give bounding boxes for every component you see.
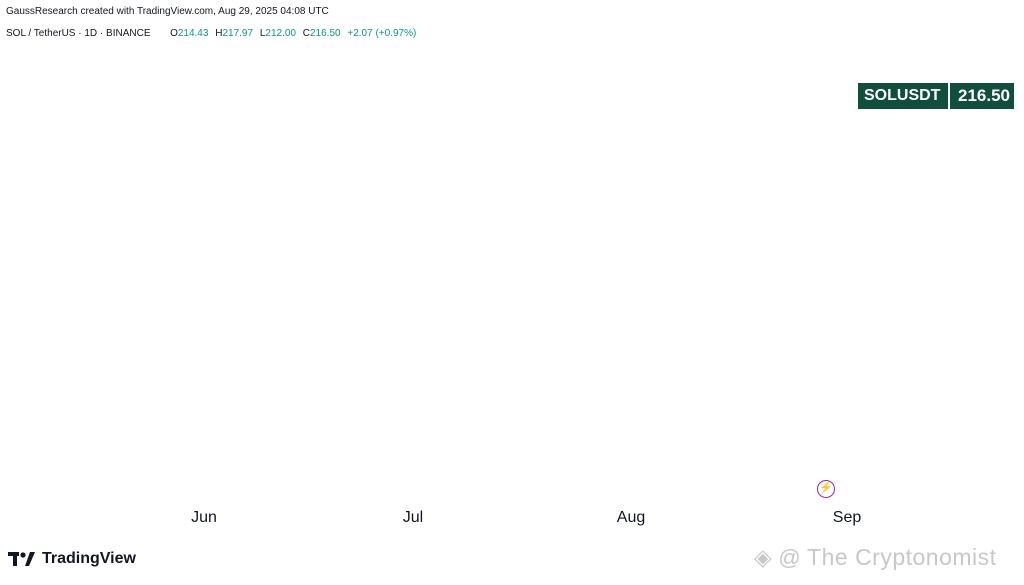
symbol-label[interactable]: SOL / TetherUS · 1D · BINANCE — [6, 28, 151, 39]
ohlc-open-key: O — [170, 28, 178, 39]
price-change: +2.07 (+0.97%) — [347, 28, 417, 39]
watermark: ◈ @ The Cryptonomist — [754, 544, 997, 571]
ohlc-open-value: 214.43 — [177, 28, 209, 39]
ohlc-low-key: L — [259, 28, 266, 39]
ohlc-close-key: C — [302, 28, 310, 39]
ohlc-low-value: 212.00 — [265, 28, 296, 39]
lightning-icon[interactable]: ⚡ — [817, 480, 835, 498]
watermark-text: The Cryptonomist — [807, 544, 997, 570]
time-axis[interactable]: Jun Jul Aug Sep — [191, 509, 861, 526]
price-tag-divider — [948, 83, 950, 109]
x-tick-label: Aug — [617, 509, 645, 526]
watermark-logo-icon: ◈ — [754, 544, 773, 570]
brand-name: TradingView — [42, 550, 136, 567]
watermark-at: @ — [778, 545, 802, 570]
x-tick-label: Sep — [833, 509, 862, 526]
chart-credit: GaussResearch created with TradingView.c… — [6, 6, 329, 17]
last-price-tag: SOLUSDT 216.50 — [858, 83, 1014, 109]
x-tick-label: Jun — [191, 509, 217, 526]
price-tag-symbol: SOLUSDT — [864, 87, 941, 104]
price-tag-value: 216.50 — [958, 86, 1010, 105]
tradingview-brand[interactable]: TradingView — [8, 550, 136, 568]
ohlc-close-value: 216.50 — [310, 28, 341, 39]
tradingview-logo-icon — [8, 552, 35, 566]
ohlc-high-key: H — [215, 28, 223, 39]
x-tick-label: Jul — [403, 509, 423, 526]
ohlc-high-value: 217.97 — [222, 28, 254, 39]
symbol-ohlc-line[interactable]: SOL / TetherUS · 1D · BINANCE O214.43 H2… — [6, 28, 420, 39]
